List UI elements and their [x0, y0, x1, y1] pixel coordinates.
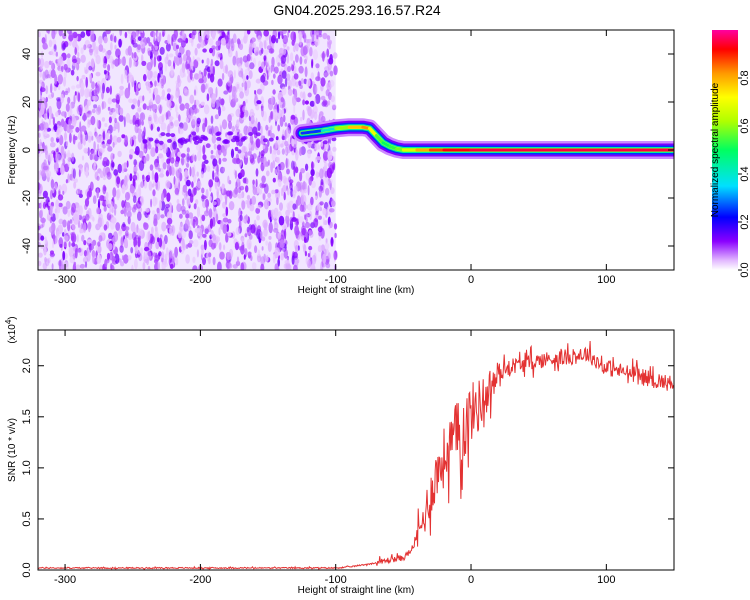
ridge-band-2 — [297, 122, 674, 155]
colorbar-tick-label: 0.6 — [739, 118, 750, 133]
y-tick-label: 2.0 — [21, 358, 33, 373]
colorbar-tick-label: 0.0 — [739, 262, 750, 277]
frequency-ridge — [292, 118, 674, 159]
x-tick-label: -200 — [189, 574, 211, 586]
y-tick-label: -20 — [21, 190, 33, 206]
snr-series-line — [38, 340, 674, 570]
top-x-ticks: -300 -200 -100 0 100 — [54, 30, 616, 286]
noise-region — [38, 30, 338, 270]
x-tick-label: -300 — [54, 574, 76, 586]
x-tick-label: -200 — [189, 274, 211, 286]
y-tick-label: 40 — [21, 48, 33, 60]
bottom-x-ticks: -300 -200 -100 0 100 — [54, 330, 616, 586]
bottom-y-ticks: 0.0 0.5 1.0 1.5 2.0 — [21, 358, 674, 578]
ridge-segment — [368, 126, 378, 138]
ridge-segment — [300, 129, 324, 135]
x-tick-label: -100 — [325, 274, 347, 286]
x-tick-label: -300 — [54, 274, 76, 286]
x-tick-label: 0 — [468, 574, 474, 586]
y-tick-label: -40 — [21, 238, 33, 254]
y-tick-label: 0.5 — [21, 511, 33, 526]
y-tick-label: 1.0 — [21, 460, 33, 475]
ridge-segment — [334, 125, 351, 130]
x-tick-label: 0 — [468, 274, 474, 286]
snr-frame — [37, 329, 675, 571]
colorbar — [712, 30, 738, 270]
colorbar-label: Normalized spectral amplitude — [710, 82, 721, 217]
bottom-x-axis-label: Height of straight line (km) — [298, 585, 415, 596]
colorbar-tick-label: 0.2 — [739, 214, 750, 229]
colorbar-tick-label: 0.8 — [739, 70, 750, 85]
ridge-segment — [320, 126, 338, 133]
colorbar-ticks: 0.0 0.2 0.4 0.6 0.8 — [738, 70, 750, 278]
top-y-ticks: -40 -20 0 20 40 — [21, 48, 674, 254]
bottom-y-axis-label: SNR (10 * v/v) — [7, 418, 18, 482]
top-x-axis-label: Height of straight line (km) — [298, 285, 415, 296]
ridge-segment — [374, 134, 385, 145]
y-multiplier-label: (x104) — [4, 316, 18, 343]
colorbar-tick-label: 0.4 — [739, 166, 750, 181]
y-tick-label: 0.0 — [21, 562, 33, 577]
chart-title: GN04.2025.293.16.57.R24 — [273, 2, 441, 18]
y-tick-label: 0 — [21, 147, 33, 153]
x-tick-label: 100 — [597, 274, 615, 286]
x-tick-label: 100 — [597, 574, 615, 586]
y-tick-label: 20 — [21, 96, 33, 108]
top-y-axis-label: Frequency (Hz) — [7, 116, 18, 185]
snr-plot — [38, 340, 674, 570]
y-tick-label: 1.5 — [21, 409, 33, 424]
spectrogram-plot — [38, 30, 674, 270]
x-tick-label: -100 — [325, 574, 347, 586]
